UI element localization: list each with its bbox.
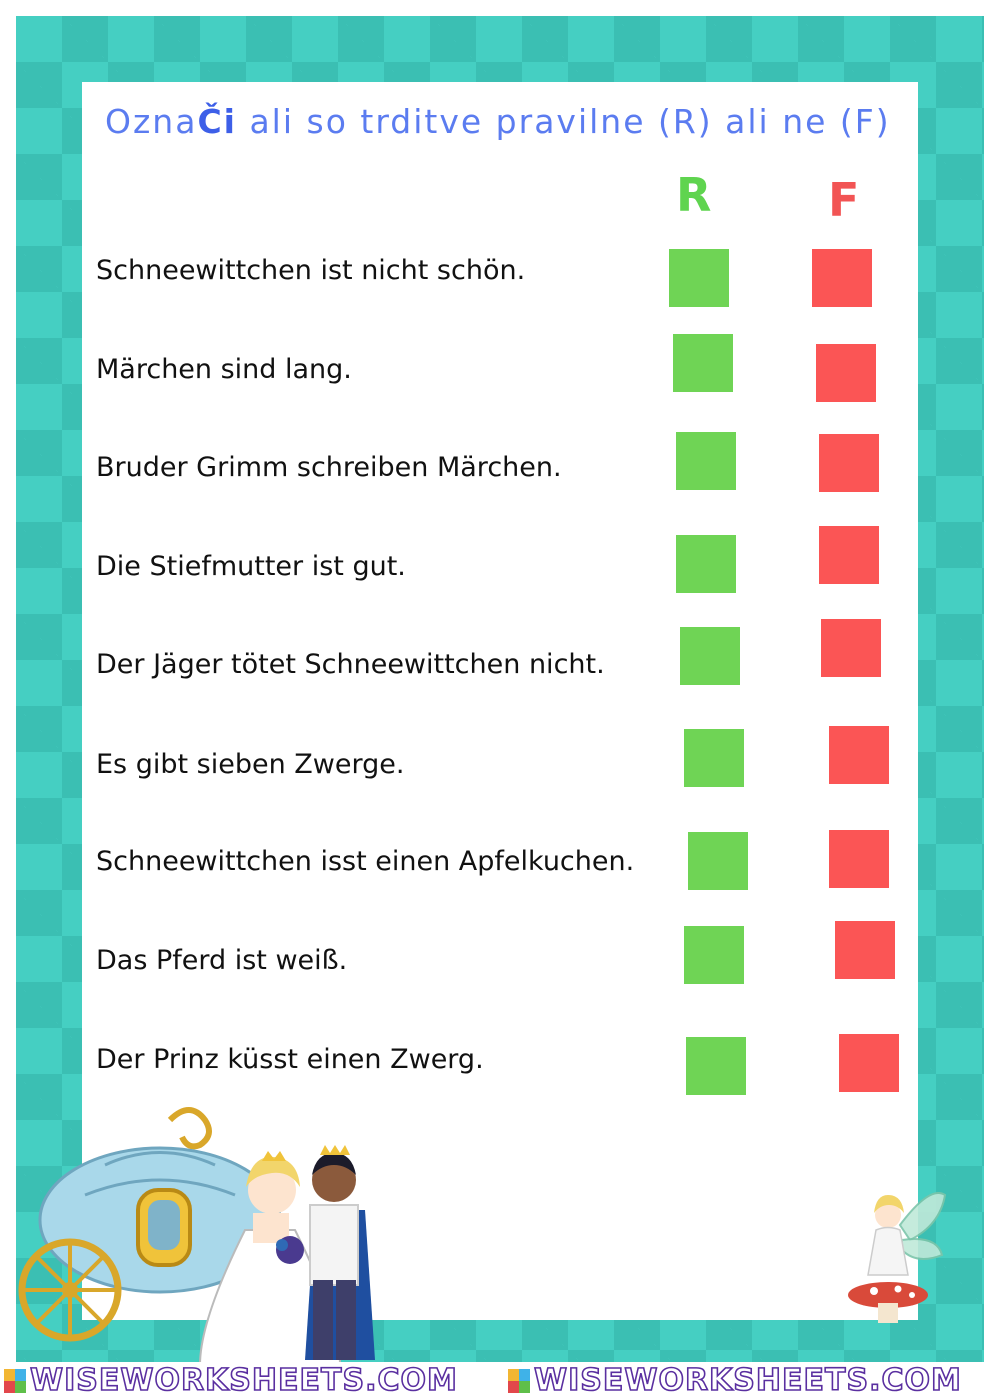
answer-r-box-5[interactable] <box>680 627 740 685</box>
mushroom-icon <box>848 1282 928 1323</box>
answer-r-box-2[interactable] <box>673 334 733 392</box>
answer-f-box-3[interactable] <box>819 434 879 492</box>
answer-f-box-7[interactable] <box>829 830 889 888</box>
answer-f-box-1[interactable] <box>812 249 872 307</box>
statement-2: Märchen sind lang. <box>96 354 352 385</box>
brand-logo-icon <box>4 1369 26 1393</box>
answer-f-box-9[interactable] <box>839 1034 899 1092</box>
answer-r-box-3[interactable] <box>676 432 736 490</box>
answer-r-box-1[interactable] <box>669 249 729 307</box>
brand-watermark-1: WISEWORKSHEETS.COM <box>29 1362 458 1399</box>
statement-7: Schneewittchen isst einen Apfelkuchen. <box>96 846 635 877</box>
answer-r-box-8[interactable] <box>684 926 744 984</box>
answer-f-box-2[interactable] <box>816 344 876 402</box>
statement-5: Der Jäger tötet Schneewittchen nicht. <box>96 649 605 680</box>
brand-watermark-2: WISEWORKSHEETS.COM <box>533 1362 962 1399</box>
worksheet-paper <box>82 82 918 1320</box>
instruction-title: OznaČi ali so trditve pravilne (R) ali n… <box>105 102 891 141</box>
fairy-icon <box>867 1192 947 1276</box>
answer-f-box-8[interactable] <box>835 921 895 979</box>
answer-f-box-6[interactable] <box>829 726 889 784</box>
answer-r-box-6[interactable] <box>684 729 744 787</box>
statement-3: Bruder Grimm schreiben Märchen. <box>96 452 562 483</box>
answer-f-box-5[interactable] <box>821 619 881 677</box>
statement-9: Der Prinz küsst einen Zwerg. <box>96 1044 484 1075</box>
statement-6: Es gibt sieben Zwerge. <box>96 749 405 780</box>
answer-f-box-4[interactable] <box>819 526 879 584</box>
column-header-false: F <box>828 173 860 227</box>
statement-8: Das Pferd ist weiß. <box>96 945 348 976</box>
answer-r-box-9[interactable] <box>686 1037 746 1095</box>
prince-icon <box>305 1145 375 1360</box>
carriage-couple-illustration <box>18 1107 375 1365</box>
brand-logo-icon <box>508 1369 530 1393</box>
statement-1: Schneewittchen ist nicht schön. <box>96 255 526 286</box>
column-header-true: R <box>676 168 712 222</box>
answer-r-box-7[interactable] <box>688 832 748 890</box>
footer-watermark-bar: WISEWORKSHEETS.COM WISEWORKSHEETS.COM <box>0 1362 1000 1399</box>
carriage-icon <box>18 1107 282 1342</box>
fairy-illustration <box>848 1192 947 1323</box>
answer-r-box-4[interactable] <box>676 535 736 593</box>
statement-4: Die Stiefmutter ist gut. <box>96 551 406 582</box>
